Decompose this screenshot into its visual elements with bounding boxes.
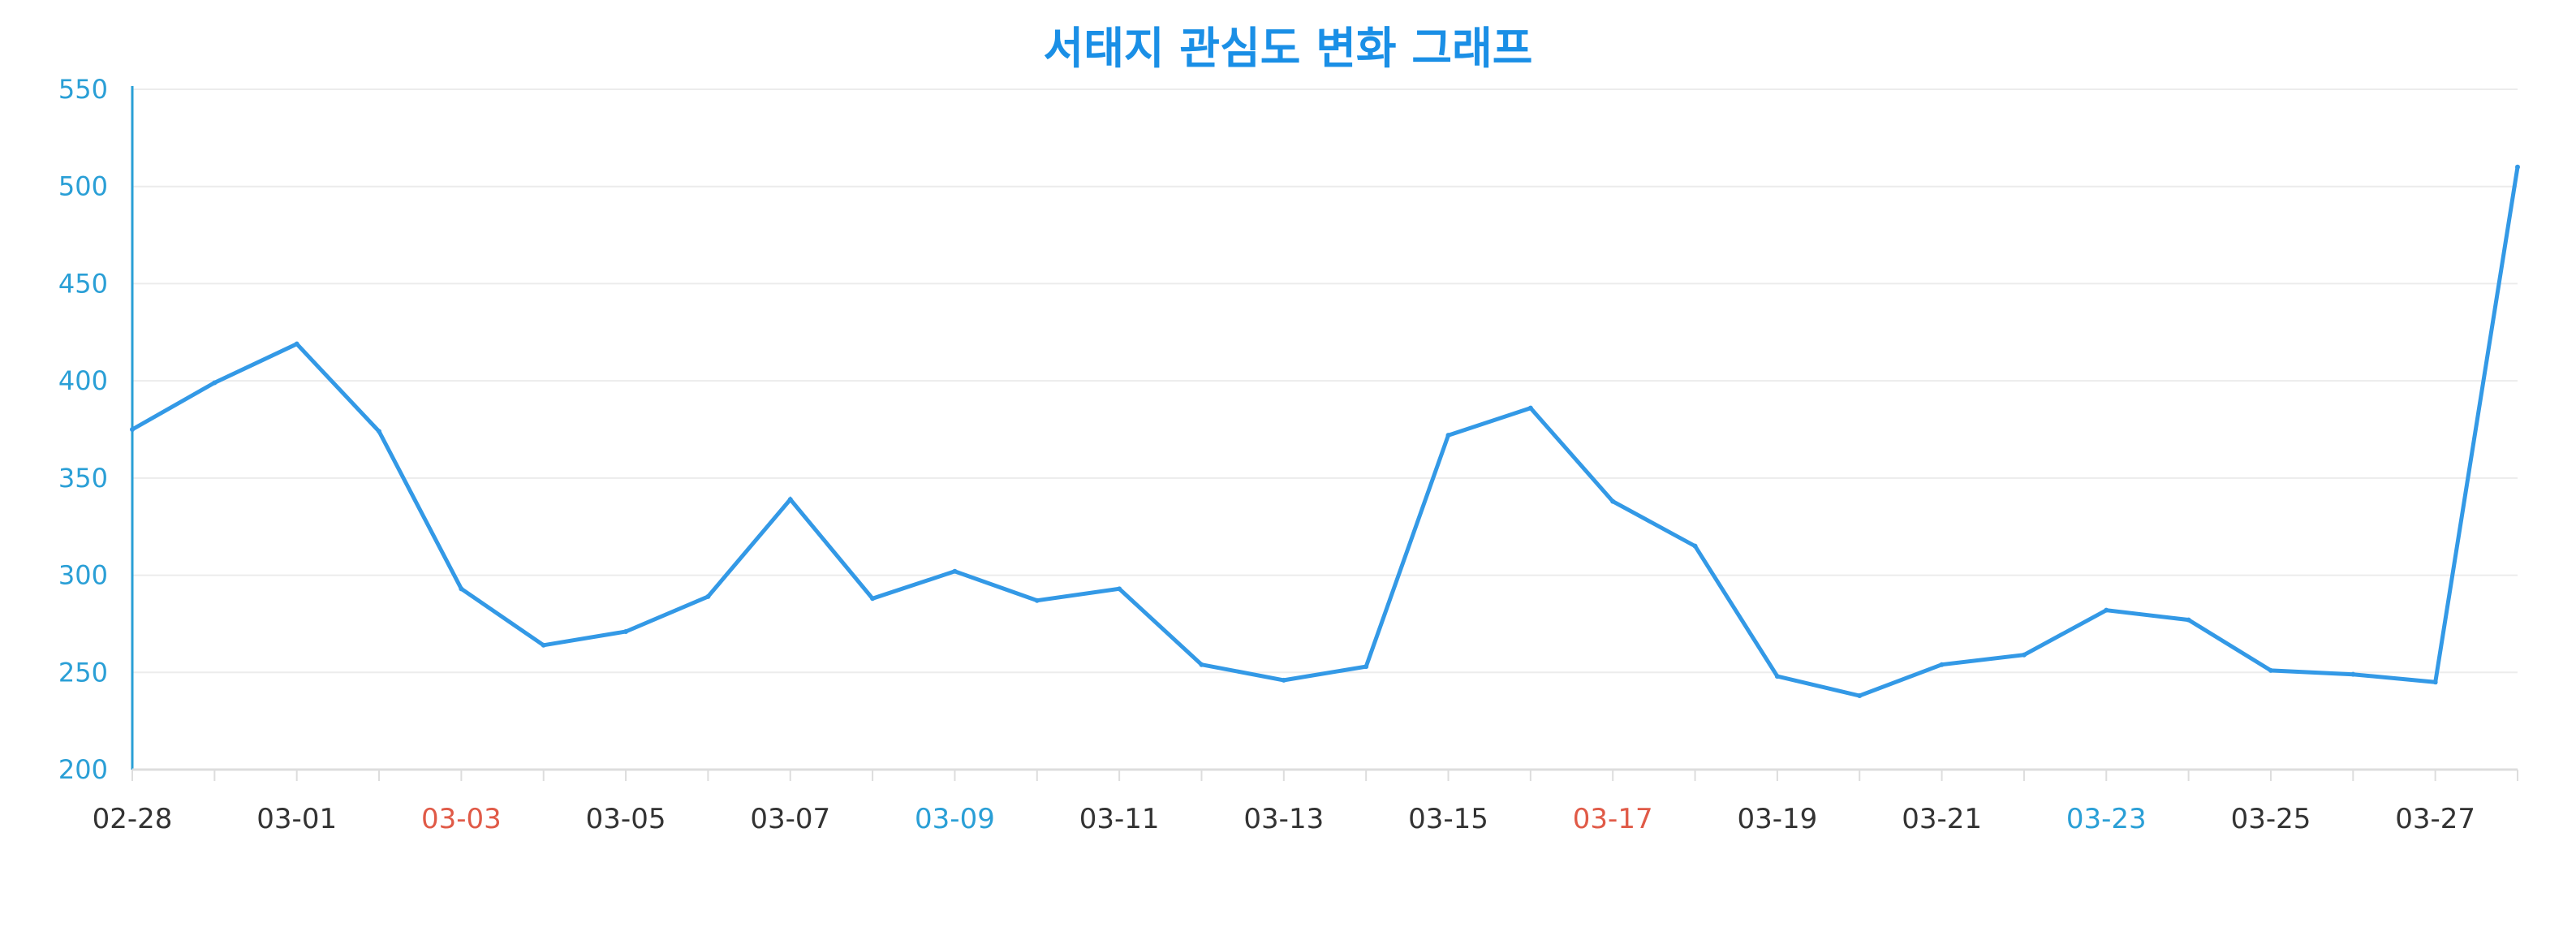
data-point — [623, 629, 629, 635]
data-point — [1857, 693, 1863, 699]
data-point — [1774, 674, 1780, 679]
data-point — [1610, 498, 1616, 504]
x-tick-label: 03-07 — [750, 803, 830, 835]
data-point — [1445, 433, 1451, 438]
y-tick-label: 550 — [58, 74, 108, 105]
data-point — [870, 596, 876, 602]
y-tick-label: 250 — [58, 657, 108, 688]
axes — [131, 86, 2518, 781]
data-point — [1281, 677, 1286, 683]
y-tick-label: 300 — [58, 560, 108, 591]
x-tick-label: 03-01 — [256, 803, 337, 835]
data-point — [1199, 662, 1204, 667]
data-point — [1034, 597, 1040, 603]
data-point — [787, 497, 793, 503]
y-tick-label: 400 — [58, 365, 108, 396]
x-tick-label: 03-17 — [1573, 803, 1653, 835]
data-point — [2186, 617, 2191, 623]
x-tick-label: 03-09 — [915, 803, 995, 835]
data-point — [1939, 662, 1945, 667]
y-tick-label: 350 — [58, 463, 108, 494]
data-point — [459, 586, 464, 592]
chart-title: 서태지 관심도 변화 그래프 — [1044, 23, 1533, 74]
series-line — [131, 166, 2520, 698]
x-tick-label: 03-27 — [2395, 803, 2475, 835]
x-tick-label: 03-19 — [1737, 803, 1817, 835]
y-tick-label: 200 — [58, 754, 108, 785]
data-point — [1692, 543, 1698, 549]
grid-lines — [132, 88, 2518, 674]
x-tick-label: 03-23 — [2066, 803, 2147, 835]
data-point — [294, 341, 299, 347]
data-point — [1117, 586, 1122, 592]
data-point — [2021, 652, 2027, 658]
y-tick-label: 500 — [58, 171, 108, 202]
x-tick-label: 02-28 — [93, 803, 173, 835]
data-point — [1527, 405, 1533, 411]
data-point — [2104, 607, 2109, 613]
data-point — [2515, 164, 2520, 170]
x-tick-label: 03-03 — [421, 803, 502, 835]
x-tick-label: 03-25 — [2231, 803, 2311, 835]
data-point — [705, 593, 711, 599]
x-tick-label: 03-21 — [1902, 803, 1982, 835]
data-point — [130, 427, 135, 432]
y-tick-label: 450 — [58, 268, 108, 299]
series-layer — [130, 164, 2520, 699]
x-tick-label: 03-15 — [1408, 803, 1488, 835]
x-tick-label: 03-13 — [1243, 803, 1324, 835]
data-point — [377, 429, 382, 434]
data-point — [212, 380, 218, 386]
data-point — [541, 642, 546, 648]
x-tick-label: 03-11 — [1079, 803, 1160, 835]
data-point — [952, 568, 958, 574]
data-point — [2432, 679, 2438, 685]
data-point — [2350, 671, 2356, 677]
x-tick-label: 03-05 — [586, 803, 666, 835]
data-point — [1363, 664, 1369, 670]
y-tick-labels: 200 250 300 350 400 450 500 550 — [58, 74, 108, 785]
data-point — [2268, 667, 2273, 673]
x-tick-labels: 02-28 03-01 03-03 03-05 03-07 03-09 03-11 03-13… — [93, 803, 2475, 835]
